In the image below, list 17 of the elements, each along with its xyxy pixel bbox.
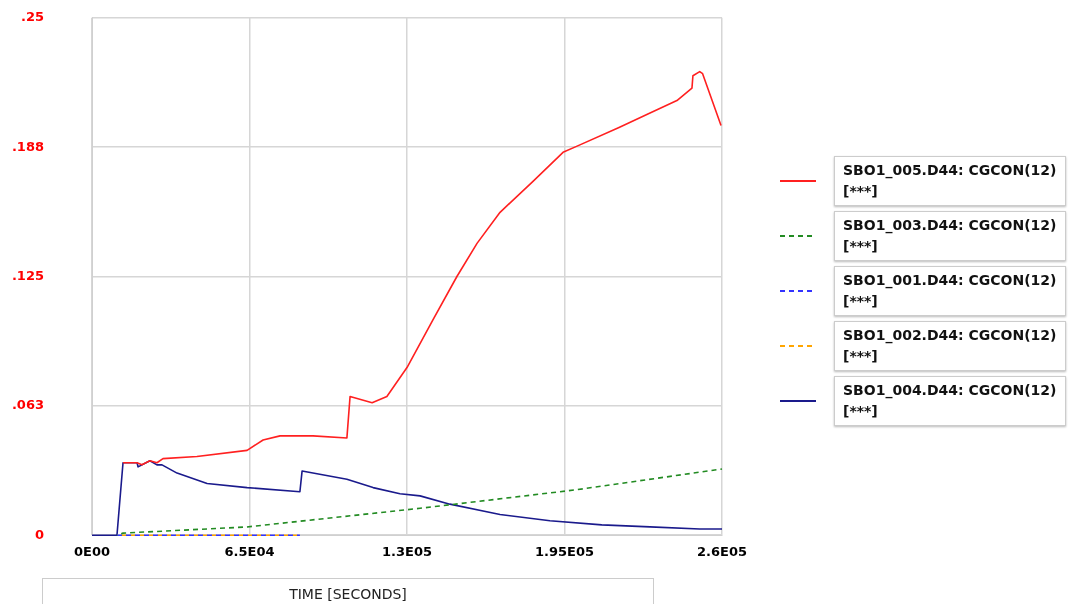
x-tick-label: 2.6E05 [696, 544, 748, 560]
line-series [116, 468, 723, 536]
legend-label: SBO1_002.D44: CGCON(12) [***] [834, 320, 1066, 371]
x-tick-label: 1.95E05 [534, 544, 595, 560]
legend-label: SBO1_001.D44: CGCON(12) [***] [834, 265, 1066, 316]
legend-label: SBO1_005.D44: CGCON(12) [***] [834, 155, 1066, 206]
x-axis-title: TIME [SECONDS] [42, 578, 654, 604]
legend-label: SBO1_003.D44: CGCON(12) [***] [834, 210, 1066, 261]
legend-label: SBO1_004.D44: CGCON(12) [***] [834, 375, 1066, 426]
x-tick-label: 1.3E05 [381, 544, 433, 560]
y-tick-label: .188 [11, 138, 44, 154]
y-tick-label: 0 [34, 526, 44, 542]
y-tick-label: .125 [11, 267, 44, 283]
y-tick-label: .063 [11, 397, 44, 413]
x-tick-label: 6.5E04 [224, 544, 275, 560]
x-tick-label: 0E00 [73, 544, 111, 560]
y-tick-label: .25 [20, 9, 44, 25]
